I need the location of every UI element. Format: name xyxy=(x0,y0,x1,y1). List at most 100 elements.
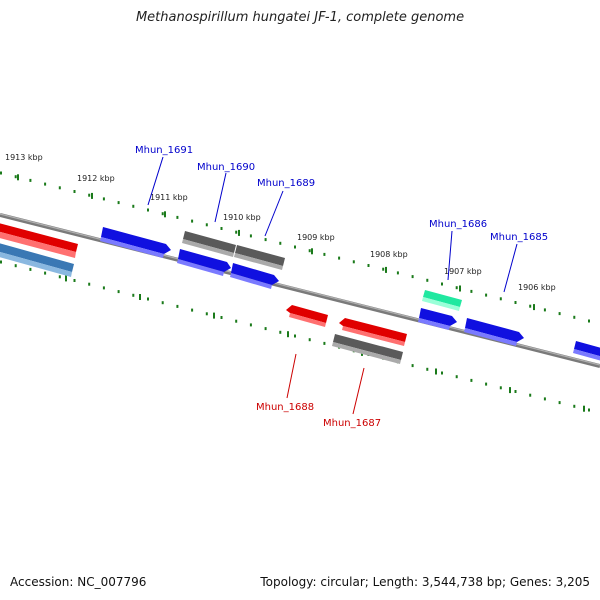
inner-minor-tick xyxy=(499,386,502,390)
gene-feature-mhun-1686[interactable] xyxy=(423,290,462,307)
outer-minor-tick xyxy=(308,249,311,253)
gene-feature-blue-far-right-shade xyxy=(573,349,600,361)
outer-minor-tick xyxy=(485,293,488,297)
gene-feature-blue-3[interactable] xyxy=(419,308,457,326)
inner-minor-tick xyxy=(514,390,517,393)
outer-tick-track xyxy=(0,171,590,323)
tick-label-1912: 1912 kbp xyxy=(77,174,115,183)
inner-major-tick xyxy=(139,294,141,300)
outer-minor-tick xyxy=(264,238,267,242)
gene-feature-mhun-1689[interactable] xyxy=(231,263,279,285)
inner-minor-tick xyxy=(191,308,194,312)
inner-major-tick xyxy=(509,387,511,394)
outer-minor-tick xyxy=(426,278,429,282)
leader-mhun-1685 xyxy=(503,243,518,293)
gene-feature-mhun-1687[interactable] xyxy=(333,334,403,360)
inner-minor-tick xyxy=(73,279,76,282)
outer-minor-tick xyxy=(573,315,576,319)
inner-minor-tick xyxy=(485,382,488,386)
inner-minor-tick xyxy=(264,327,267,331)
gene-feature-red-reverse-2-shade xyxy=(342,326,405,346)
gene-feature-mhun-1686-shade xyxy=(422,297,460,311)
tick-label-1911: 1911 kbp xyxy=(150,193,188,202)
gene-feature-red-reverse-2[interactable] xyxy=(339,318,407,342)
genome-summary-text: Topology: circular; Length: 3,544,738 bp… xyxy=(260,575,590,589)
gene-feature-mhun-1685-shade xyxy=(464,328,517,346)
inner-minor-tick xyxy=(426,367,429,371)
outer-minor-tick xyxy=(161,212,164,216)
gene-label-mhun-1685[interactable]: Mhun_1685 xyxy=(490,232,548,243)
gene-feature-mhun-1690[interactable] xyxy=(183,231,236,253)
tick-label-1913: 1913 kbp xyxy=(5,153,43,162)
inner-minor-tick xyxy=(176,304,179,308)
outer-minor-tick xyxy=(132,204,135,208)
inner-minor-tick xyxy=(308,338,311,342)
gene-feature-red[interactable] xyxy=(0,222,78,252)
gene-feature-mhun-1689-shade xyxy=(230,273,272,289)
gene-feature-blue-far-right[interactable] xyxy=(574,341,600,357)
inner-minor-tick xyxy=(58,275,61,279)
gene-label-mhun-1691[interactable]: Mhun_1691 xyxy=(135,145,193,156)
inner-minor-tick xyxy=(455,375,458,379)
outer-major-tick xyxy=(385,266,387,273)
tick-label-1907: 1907 kbp xyxy=(444,267,482,276)
inner-minor-tick xyxy=(14,264,17,268)
tick-label-1906: 1906 kbp xyxy=(518,283,556,292)
inner-minor-tick xyxy=(529,393,532,397)
inner-minor-tick xyxy=(441,371,443,375)
gene-label-mhun-1690[interactable]: Mhun_1690 xyxy=(197,162,255,173)
reverse-label-leaders xyxy=(286,353,365,415)
outer-minor-tick xyxy=(44,182,47,186)
gene-feature-mhun-1691-shade xyxy=(100,237,164,258)
inner-major-tick xyxy=(435,368,437,375)
inner-minor-tick xyxy=(205,312,208,316)
outer-minor-tick xyxy=(558,312,561,316)
map-title: Methanospirillum hungatei JF-1, complete… xyxy=(135,10,465,25)
inner-minor-tick xyxy=(573,404,576,408)
gene-feature-mhun-1691[interactable] xyxy=(101,227,171,254)
tick-label-1910: 1910 kbp xyxy=(223,213,261,222)
gene-feature-steelblue[interactable] xyxy=(0,242,74,272)
outer-minor-tick xyxy=(352,260,355,264)
outer-minor-tick xyxy=(249,234,252,238)
inner-major-tick xyxy=(287,331,289,338)
gene-label-mhun-1686[interactable]: Mhun_1686 xyxy=(429,219,487,230)
outer-minor-tick xyxy=(279,241,282,245)
inner-minor-tick xyxy=(235,319,238,323)
outer-minor-tick xyxy=(205,223,208,227)
outer-minor-tick xyxy=(88,193,91,197)
outer-minor-tick xyxy=(29,178,32,182)
outer-major-tick xyxy=(17,174,19,181)
gene-feature-mhun-1685[interactable] xyxy=(465,318,524,342)
inner-minor-tick xyxy=(44,271,47,275)
inner-minor-tick xyxy=(543,397,546,401)
inner-minor-tick xyxy=(588,408,590,412)
outer-minor-tick xyxy=(543,308,546,312)
leader-mhun-1689 xyxy=(264,190,284,237)
gene-feature-mhun-1690-shade xyxy=(182,239,234,257)
outer-minor-tick xyxy=(176,215,179,219)
gene-feature-mhun-1688[interactable] xyxy=(286,305,328,323)
tick-label-1909: 1909 kbp xyxy=(297,233,335,242)
leader-mhun-1690 xyxy=(214,172,227,223)
gene-label-mhun-1688[interactable]: Mhun_1688 xyxy=(256,402,314,413)
inner-minor-tick xyxy=(279,330,282,334)
inner-minor-tick xyxy=(132,293,135,297)
inner-minor-tick xyxy=(220,316,223,319)
gene-label-mhun-1689[interactable]: Mhun_1689 xyxy=(257,178,315,189)
leader-mhun-1691 xyxy=(147,156,164,206)
outer-minor-tick xyxy=(147,208,149,212)
gene-feature-gray-2[interactable] xyxy=(235,245,285,266)
gene-label-mhun-1687[interactable]: Mhun_1687 xyxy=(323,418,381,429)
outer-major-tick xyxy=(238,229,240,236)
outer-major-tick xyxy=(533,304,535,311)
inner-major-tick xyxy=(583,405,585,412)
gene-feature-gray-2-shade xyxy=(234,253,283,270)
inner-minor-tick xyxy=(470,378,473,382)
outer-minor-tick xyxy=(470,289,473,293)
gene-feature-blue-2[interactable] xyxy=(178,249,231,272)
outer-minor-tick xyxy=(117,201,120,205)
outer-minor-tick xyxy=(382,267,385,271)
